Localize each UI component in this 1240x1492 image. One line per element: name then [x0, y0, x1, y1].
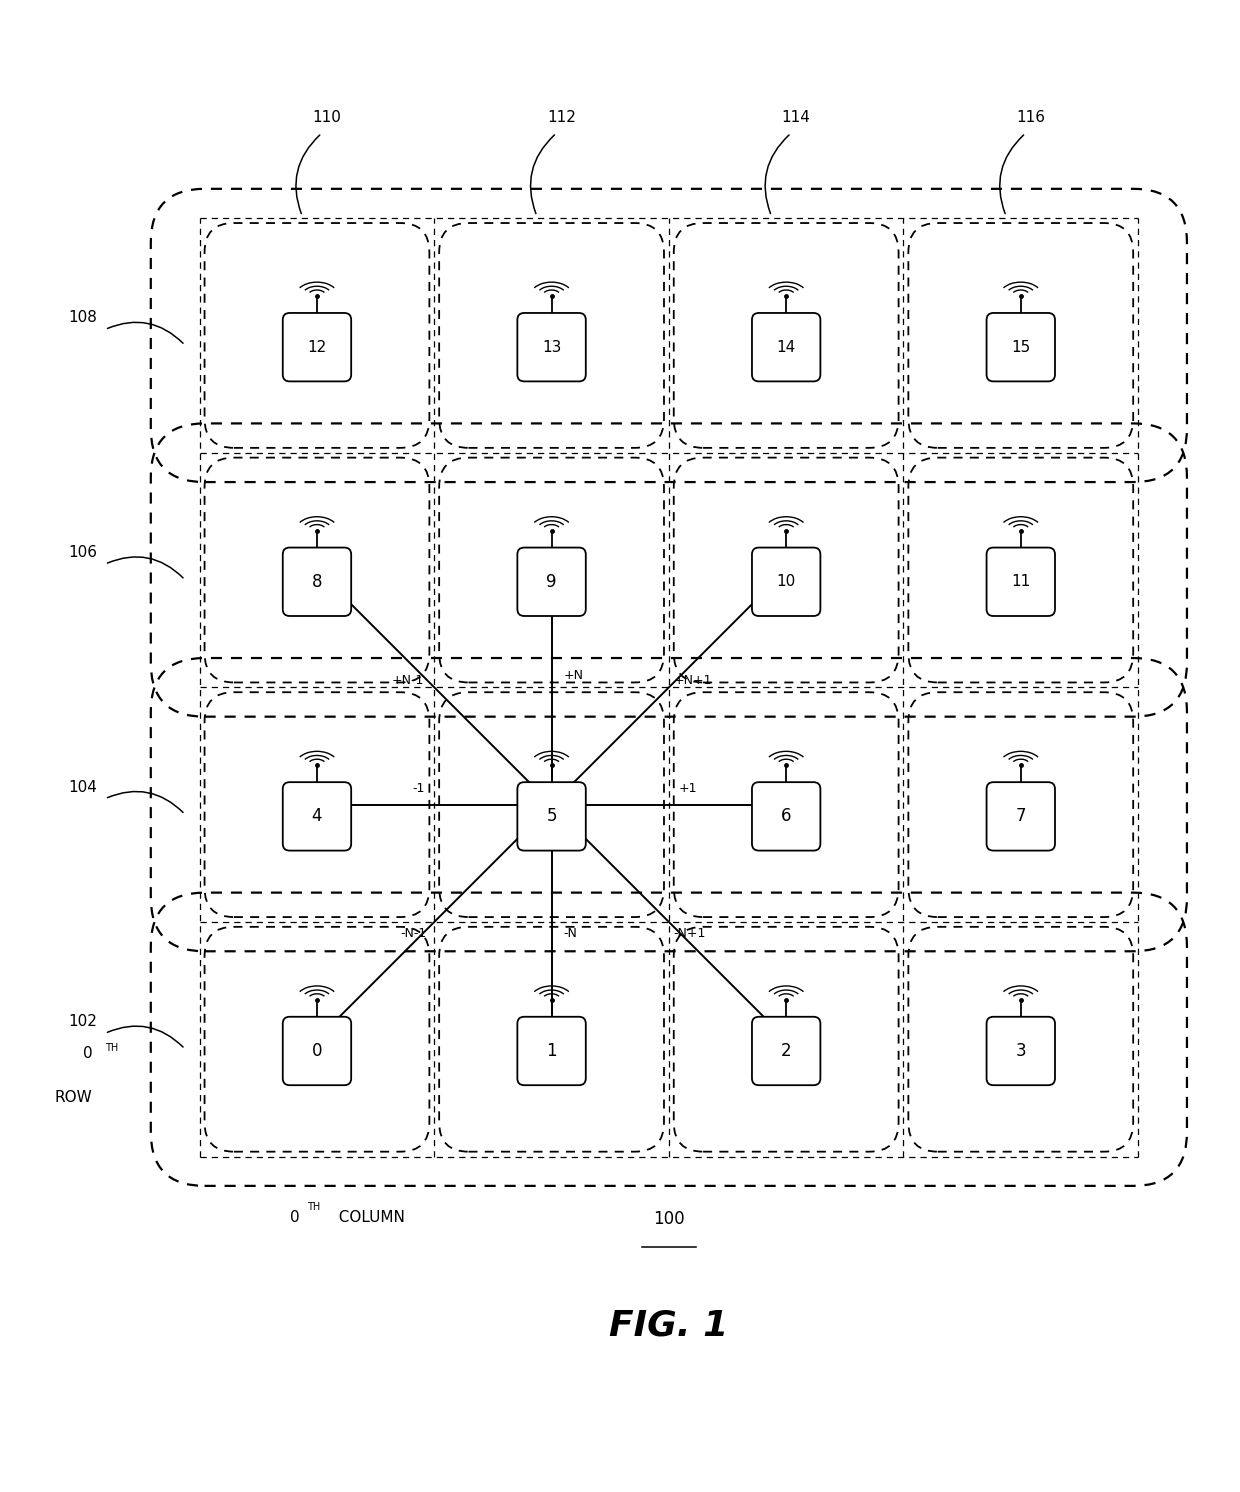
- Text: 12: 12: [308, 340, 326, 355]
- Text: 5: 5: [547, 807, 557, 825]
- Text: +N-1: +N-1: [392, 674, 424, 688]
- Text: 116: 116: [1016, 110, 1045, 125]
- FancyBboxPatch shape: [751, 548, 821, 616]
- Text: TH: TH: [308, 1203, 320, 1213]
- Text: 14: 14: [776, 340, 796, 355]
- Text: 11: 11: [1011, 574, 1030, 589]
- Text: 10: 10: [776, 574, 796, 589]
- Text: 104: 104: [68, 779, 97, 795]
- FancyBboxPatch shape: [283, 548, 351, 616]
- FancyBboxPatch shape: [517, 313, 585, 382]
- Text: -N+1: -N+1: [673, 927, 706, 940]
- FancyBboxPatch shape: [987, 313, 1055, 382]
- Text: 106: 106: [68, 545, 97, 560]
- Text: 100: 100: [653, 1210, 684, 1228]
- Text: 112: 112: [547, 110, 575, 125]
- FancyBboxPatch shape: [283, 782, 351, 850]
- FancyBboxPatch shape: [987, 782, 1055, 850]
- Text: TH: TH: [105, 1043, 118, 1053]
- Text: FIG. 1: FIG. 1: [609, 1308, 729, 1343]
- Text: 102: 102: [68, 1015, 97, 1029]
- FancyBboxPatch shape: [987, 1016, 1055, 1085]
- FancyBboxPatch shape: [517, 548, 585, 616]
- FancyBboxPatch shape: [283, 313, 351, 382]
- Text: 9: 9: [547, 573, 557, 591]
- Text: -N: -N: [563, 927, 577, 940]
- Text: 108: 108: [68, 310, 97, 325]
- Text: 3: 3: [1016, 1041, 1025, 1059]
- Text: +1: +1: [678, 782, 697, 795]
- Text: 0: 0: [83, 1046, 92, 1061]
- Text: 114: 114: [781, 110, 811, 125]
- FancyBboxPatch shape: [751, 782, 821, 850]
- FancyBboxPatch shape: [751, 1016, 821, 1085]
- Text: 15: 15: [1011, 340, 1030, 355]
- Text: 2: 2: [781, 1041, 791, 1059]
- Text: +N: +N: [563, 670, 583, 682]
- Text: 1: 1: [547, 1041, 557, 1059]
- Text: 0: 0: [290, 1210, 299, 1225]
- Text: 8: 8: [311, 573, 322, 591]
- Text: COLUMN: COLUMN: [329, 1210, 404, 1225]
- FancyBboxPatch shape: [751, 313, 821, 382]
- FancyBboxPatch shape: [283, 1016, 351, 1085]
- Text: 6: 6: [781, 807, 791, 825]
- FancyBboxPatch shape: [517, 1016, 585, 1085]
- Text: 4: 4: [311, 807, 322, 825]
- Text: -1: -1: [412, 782, 424, 795]
- Text: 7: 7: [1016, 807, 1025, 825]
- Text: 110: 110: [312, 110, 341, 125]
- FancyBboxPatch shape: [987, 548, 1055, 616]
- Text: +N+1: +N+1: [673, 674, 712, 688]
- Text: ROW: ROW: [55, 1091, 92, 1106]
- Text: -N-1: -N-1: [401, 927, 427, 940]
- Text: 0: 0: [311, 1041, 322, 1059]
- Text: 13: 13: [542, 340, 562, 355]
- FancyBboxPatch shape: [517, 782, 585, 850]
